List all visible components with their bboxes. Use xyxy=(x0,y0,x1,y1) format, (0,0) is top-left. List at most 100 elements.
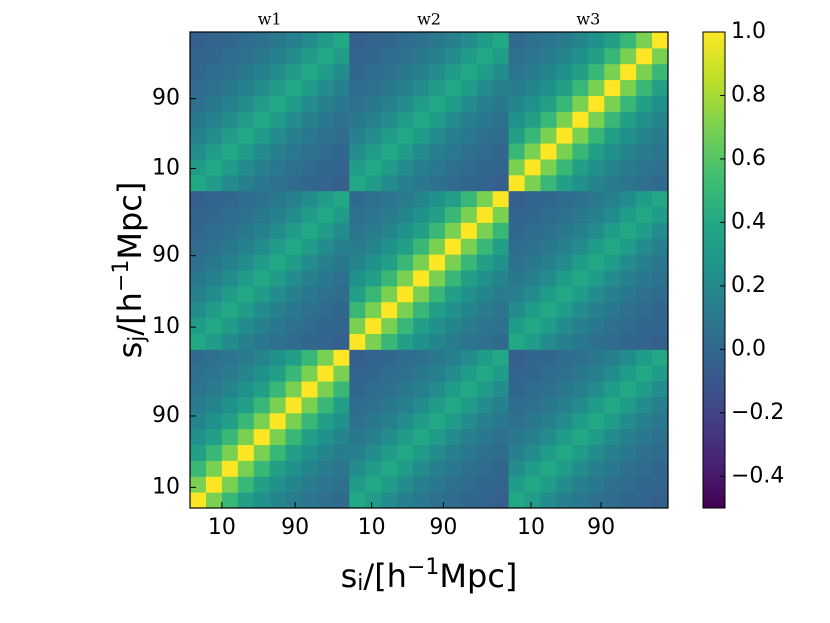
cell xyxy=(556,270,573,287)
cell xyxy=(652,95,669,112)
cell xyxy=(333,476,350,493)
cell xyxy=(572,270,589,287)
cell xyxy=(652,476,669,493)
cell xyxy=(349,301,366,319)
cell xyxy=(429,285,446,303)
cell xyxy=(349,317,366,334)
cell xyxy=(333,63,350,81)
cell xyxy=(237,428,255,446)
cell xyxy=(365,206,382,223)
cell xyxy=(349,111,366,128)
cell xyxy=(413,222,430,239)
cell xyxy=(636,254,653,271)
cell xyxy=(317,428,334,446)
cell xyxy=(556,396,573,414)
cell xyxy=(508,63,526,81)
cell xyxy=(524,412,542,430)
cell xyxy=(636,127,653,144)
cell xyxy=(301,47,318,65)
cell xyxy=(205,111,223,128)
cell xyxy=(333,127,350,144)
cell xyxy=(444,460,462,477)
cell xyxy=(413,317,430,334)
cell xyxy=(588,127,605,144)
cell xyxy=(269,111,287,128)
label-part: j xyxy=(125,336,150,343)
cell xyxy=(205,32,223,49)
cell xyxy=(508,492,526,509)
cell xyxy=(556,174,573,192)
cell xyxy=(588,301,605,319)
cell xyxy=(476,333,494,350)
cell xyxy=(508,111,526,128)
cell xyxy=(237,492,255,509)
cell xyxy=(588,79,605,96)
cell xyxy=(429,32,446,49)
cell xyxy=(349,381,366,398)
cell xyxy=(524,222,542,239)
cell xyxy=(540,317,557,334)
label-part: −1 xyxy=(407,555,439,580)
cell xyxy=(540,492,557,509)
cell xyxy=(413,460,430,477)
cell xyxy=(604,47,621,65)
cell xyxy=(460,79,478,96)
cell xyxy=(476,47,494,65)
cell xyxy=(317,127,334,144)
cell xyxy=(253,143,271,160)
cell xyxy=(381,285,398,303)
cell xyxy=(524,32,542,49)
cell xyxy=(636,333,653,350)
cell xyxy=(190,174,207,192)
cell xyxy=(524,317,542,334)
cell xyxy=(652,143,669,160)
cell xyxy=(652,254,669,271)
cell xyxy=(221,47,239,65)
cell xyxy=(620,396,637,414)
cell xyxy=(652,301,669,319)
cell xyxy=(604,333,621,350)
cell xyxy=(508,285,526,303)
x-tick-label: 10 xyxy=(358,515,386,540)
cell xyxy=(349,79,366,96)
cell xyxy=(652,444,669,461)
cell xyxy=(508,32,526,49)
cell xyxy=(285,444,303,461)
cell xyxy=(604,79,621,96)
cell xyxy=(285,206,303,223)
cell xyxy=(620,349,637,366)
cell xyxy=(381,238,398,255)
cell xyxy=(604,127,621,144)
cell xyxy=(444,301,462,319)
cell xyxy=(572,63,589,81)
cell xyxy=(349,412,366,430)
cell xyxy=(476,206,494,223)
cell xyxy=(253,79,271,96)
cell xyxy=(556,238,573,255)
cell xyxy=(190,238,207,255)
cell xyxy=(508,190,526,208)
cell xyxy=(221,492,239,509)
cell xyxy=(508,476,526,493)
cell xyxy=(237,460,255,477)
cell xyxy=(540,270,557,287)
cell xyxy=(429,222,446,239)
cell xyxy=(221,254,239,271)
cell xyxy=(253,349,271,366)
cell xyxy=(604,444,621,461)
cell xyxy=(508,95,526,112)
cell xyxy=(636,317,653,334)
cell xyxy=(381,270,398,287)
cell xyxy=(381,190,398,208)
cell xyxy=(524,476,542,493)
cell xyxy=(190,444,207,461)
cell xyxy=(604,254,621,271)
cell xyxy=(540,476,557,493)
cell xyxy=(237,222,255,239)
cell xyxy=(556,460,573,477)
cell xyxy=(397,95,414,112)
cell xyxy=(588,412,605,430)
cell xyxy=(365,95,382,112)
cell xyxy=(572,428,589,446)
cell xyxy=(381,79,398,96)
